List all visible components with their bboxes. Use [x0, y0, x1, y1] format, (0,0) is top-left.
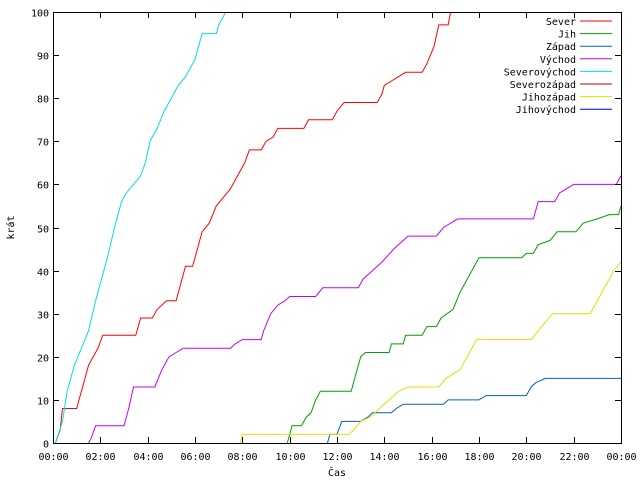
legend-label-1: Jih — [558, 30, 576, 41]
legend: Sever JihZápadVýchodSeverovýchodSeverozáp… — [504, 17, 612, 116]
y-tick-label: 80 — [37, 95, 49, 106]
y-tick-label: 0 — [43, 440, 49, 451]
x-axis-label: Čas — [328, 466, 346, 479]
x-tick-label: 08:00 — [227, 452, 257, 463]
legend-label-5: Severozápad — [510, 79, 576, 91]
series-line-3 — [88, 175, 621, 443]
x-tick-label: 04:00 — [133, 452, 163, 463]
x-tick-label: 12:00 — [322, 452, 352, 463]
axis-layer: 00:00 02:00 04:00 06:00 08:00 10:00 12:00 14:00… — [31, 9, 637, 464]
y-tick-label: 40 — [37, 268, 49, 279]
y-tick-label: 20 — [37, 354, 49, 365]
legend-label-4: Severovýchod — [504, 66, 576, 78]
x-tick-label: 16:00 — [417, 452, 447, 463]
series-line-6 — [239, 261, 621, 443]
x-tick-label: 10:00 — [275, 452, 305, 463]
legend-label-0: Sever — [546, 17, 576, 28]
legend-label-3: Východ — [540, 54, 576, 66]
legend-label-7: Jihovýchod — [516, 104, 576, 116]
x-tick-label: 00:00 — [38, 452, 68, 463]
y-tick-label: 50 — [37, 225, 49, 236]
y-tick-label: 100 — [31, 9, 49, 20]
legend-label-2: Západ — [546, 41, 576, 53]
series-line-4 — [54, 12, 236, 443]
x-tick-label: 06:00 — [180, 452, 210, 463]
series-line-1 — [286, 205, 621, 443]
x-tick-label: 20:00 — [511, 452, 541, 463]
series-line-0 — [54, 12, 452, 443]
x-tick-label: 18:00 — [464, 452, 494, 463]
x-tick-label: 22:00 — [559, 452, 589, 463]
y-tick-label: 30 — [37, 311, 49, 322]
y-tick-label: 60 — [37, 181, 49, 192]
y-axis-label: krát — [5, 215, 17, 239]
y-tick-label: 90 — [37, 52, 49, 63]
x-tick-label: 02:00 — [85, 452, 115, 463]
y-tick-label: 10 — [37, 397, 49, 408]
x-tick-label: 14:00 — [369, 452, 399, 463]
series-line-2 — [327, 377, 621, 443]
x-tick-label: 00:00 — [606, 452, 636, 463]
series-layer — [54, 12, 621, 443]
legend-label-6: Jihozápad — [522, 92, 576, 104]
y-tick-label: 70 — [37, 138, 49, 149]
